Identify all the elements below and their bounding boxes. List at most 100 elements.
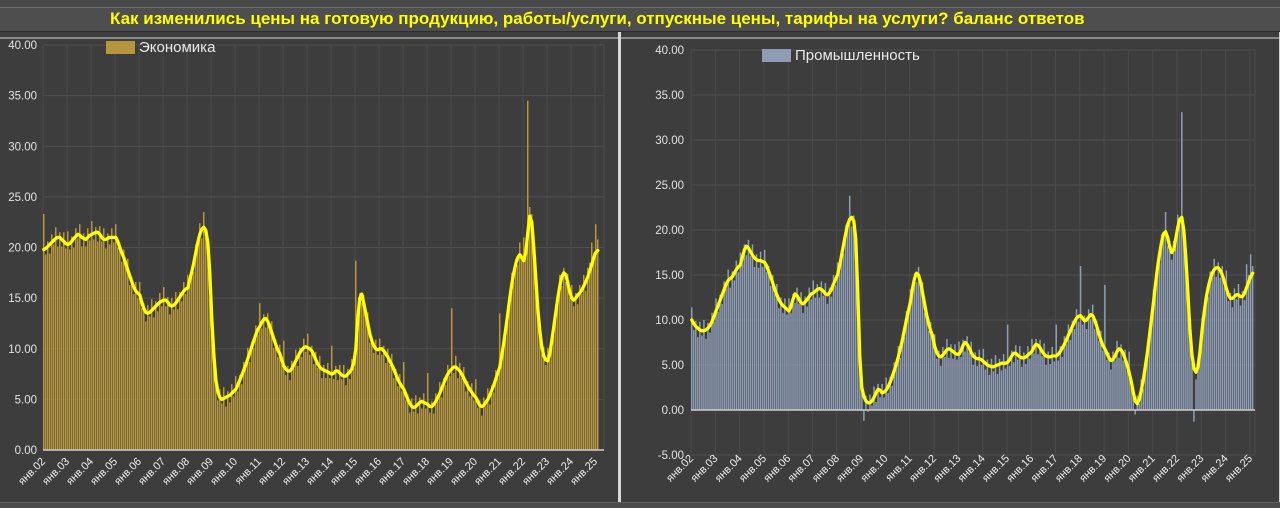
bar [1245,264,1248,410]
bar [1185,248,1187,410]
bar [51,234,53,450]
bar [221,403,223,450]
bar [1247,275,1250,410]
bar [383,345,385,450]
bar [1057,360,1060,410]
bar [774,293,776,410]
bar [1191,363,1193,410]
bar [469,396,471,450]
bar [784,298,786,410]
bar [1043,343,1045,410]
bar [1219,277,1222,410]
bar [964,351,966,410]
bar [317,367,319,450]
bar [341,379,343,451]
bar [325,378,327,450]
bar [327,362,329,451]
bar [814,297,817,410]
bar [313,363,315,450]
bar [61,246,63,450]
bar [1114,360,1116,410]
bar [589,262,591,450]
bar [323,364,325,450]
bar [179,292,181,450]
bar [1045,365,1047,410]
bar [471,383,473,451]
bar [1019,346,1021,410]
bar [1102,350,1104,410]
bar [461,378,463,450]
bar [1069,339,1072,410]
bar [1174,244,1177,410]
bar [75,228,77,450]
industry-chart: 40.00 35.00 30.00 25.00 20.00 15.00 10.00 5.00 0… [621,37,1280,485]
y-axis-labels: 40.00 35.00 30.00 25.00 20.00 15.00 10.00 5.00 0… [8,40,37,457]
bar [339,364,341,450]
bar [921,282,924,410]
bar [255,325,257,450]
bar [956,359,958,410]
bar [349,379,351,451]
bar [585,291,587,450]
bar [719,294,721,410]
bar [95,227,97,450]
bar [561,285,563,450]
bar [433,413,435,450]
bar [195,244,197,450]
bar [907,316,910,410]
bars-series [691,112,1254,422]
y-tick-label: 20.00 [655,225,684,237]
bar [1233,288,1236,410]
bar [431,401,433,450]
bar [527,100,529,450]
bar [377,354,379,450]
bar [455,355,457,450]
bar [751,244,754,410]
bar [499,313,501,450]
bar [445,385,447,450]
bar [934,334,936,410]
bar [737,272,740,410]
bar [802,312,804,410]
bar [493,392,495,450]
bar [1120,344,1122,410]
bar [944,356,946,410]
bar [859,369,861,410]
bar [709,332,711,410]
bar [816,284,819,410]
bar [473,400,475,450]
chart-title: Как изменились цены на готовую продукцию… [110,9,1085,28]
bar [820,281,823,410]
bar [319,355,321,450]
bar [435,393,437,450]
bar [1033,353,1035,410]
bar [583,274,585,450]
bar [243,361,245,450]
bar [1203,319,1205,410]
bar [1096,320,1098,410]
bar [273,347,275,450]
bar [931,341,934,410]
bar [225,406,227,450]
bar [105,248,107,450]
bar [49,253,51,450]
bar [133,294,135,450]
bar [209,298,211,451]
bar [59,232,61,450]
bar [233,396,235,450]
bar [1223,286,1226,410]
bar [780,297,782,410]
bar [333,379,335,451]
bar [219,389,221,450]
bar [53,244,55,450]
bar [475,379,477,451]
bars-series [43,100,599,451]
bar [1156,262,1159,410]
bar [91,221,93,450]
bar [571,284,573,450]
bar [577,304,579,450]
bar [962,339,964,410]
bar [1199,356,1201,410]
bar [143,303,145,450]
bar [423,393,425,450]
